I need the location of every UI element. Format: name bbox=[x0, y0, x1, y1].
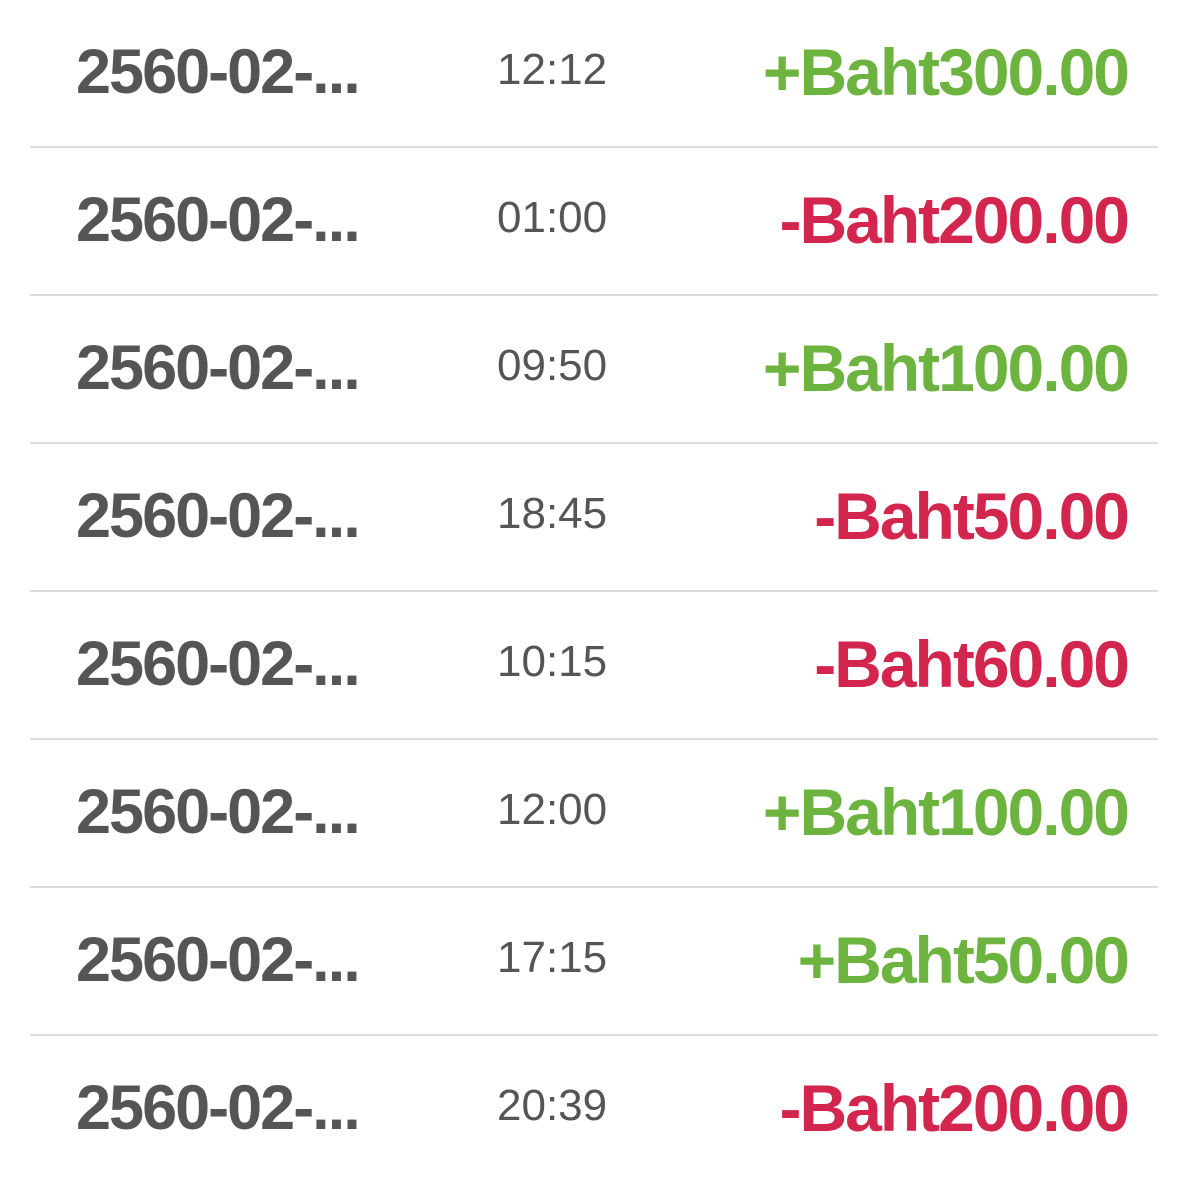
transaction-time: 20:39 bbox=[497, 1081, 608, 1130]
transaction-row[interactable]: 2560-02-... 17:15 +Baht50.00 bbox=[0, 888, 1190, 1036]
transaction-time: 01:00 bbox=[497, 193, 608, 242]
transaction-amount: +Baht100.00 bbox=[762, 331, 1130, 405]
transaction-amount: -Baht50.00 bbox=[814, 479, 1130, 553]
transaction-amount: -Baht200.00 bbox=[779, 183, 1130, 257]
transaction-row[interactable]: 2560-02-... 20:39 -Baht200.00 bbox=[0, 1036, 1190, 1184]
transaction-row[interactable]: 2560-02-... 18:45 -Baht50.00 bbox=[0, 444, 1190, 592]
transaction-time: 10:15 bbox=[497, 637, 608, 686]
row-divider bbox=[30, 590, 1158, 592]
transaction-amount: +Baht50.00 bbox=[797, 923, 1130, 997]
row-divider bbox=[30, 1034, 1158, 1036]
transaction-row[interactable]: 2560-02-... 10:15 -Baht60.00 bbox=[0, 592, 1190, 740]
transaction-row[interactable]: 2560-02-... 01:00 -Baht200.00 bbox=[0, 148, 1190, 296]
row-divider bbox=[30, 442, 1158, 444]
transaction-amount: +Baht300.00 bbox=[762, 35, 1130, 109]
transaction-time: 17:15 bbox=[497, 933, 608, 982]
transaction-time: 12:00 bbox=[497, 785, 608, 834]
transaction-date: 2560-02-... bbox=[76, 629, 361, 699]
transaction-amount: -Baht60.00 bbox=[814, 627, 1130, 701]
transaction-date: 2560-02-... bbox=[76, 37, 361, 107]
transaction-amount: -Baht200.00 bbox=[779, 1071, 1130, 1145]
transaction-date: 2560-02-... bbox=[76, 185, 361, 255]
transaction-amount: +Baht100.00 bbox=[762, 775, 1130, 849]
transaction-date: 2560-02-... bbox=[76, 777, 361, 847]
transaction-date: 2560-02-... bbox=[76, 481, 361, 551]
transaction-time: 12:12 bbox=[497, 45, 608, 94]
transaction-date: 2560-02-... bbox=[76, 1073, 361, 1143]
transaction-date: 2560-02-... bbox=[76, 333, 361, 403]
row-divider bbox=[30, 886, 1158, 888]
row-divider bbox=[30, 294, 1158, 296]
transaction-time: 09:50 bbox=[497, 341, 608, 390]
transaction-row[interactable]: 2560-02-... 12:00 +Baht100.00 bbox=[0, 740, 1190, 888]
row-divider bbox=[30, 738, 1158, 740]
transaction-time: 18:45 bbox=[497, 489, 608, 538]
transaction-row[interactable]: 2560-02-... 12:12 +Baht300.00 bbox=[0, 0, 1190, 148]
row-divider bbox=[30, 146, 1158, 148]
transaction-date: 2560-02-... bbox=[76, 925, 361, 995]
transaction-row[interactable]: 2560-02-... 09:50 +Baht100.00 bbox=[0, 296, 1190, 444]
